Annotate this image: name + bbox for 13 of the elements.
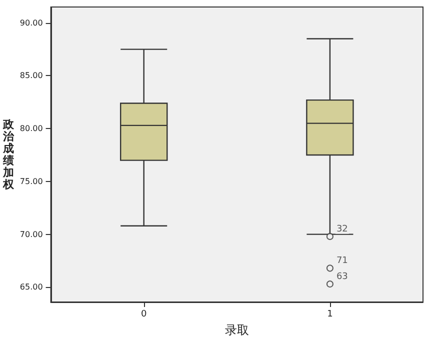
y-tick-label: 65.00 [20,282,43,292]
annotation: 32 [336,224,348,234]
x-tick-label: 0 [140,310,147,320]
annotation: 71 [336,256,348,266]
y-tick-label: 75.00 [20,176,43,186]
x-axis-title: 录取 [224,323,249,337]
y-tick-label: 80.00 [20,124,43,134]
annotation: 63 [336,272,348,282]
y-axis-title: 政治成绩加权 [2,118,15,191]
y-tick-label: 70.00 [20,230,43,239]
x-tick-label: 1 [327,310,333,320]
y-tick-label: 90.00 [20,18,43,28]
y-tick-label: 85.00 [20,71,43,80]
